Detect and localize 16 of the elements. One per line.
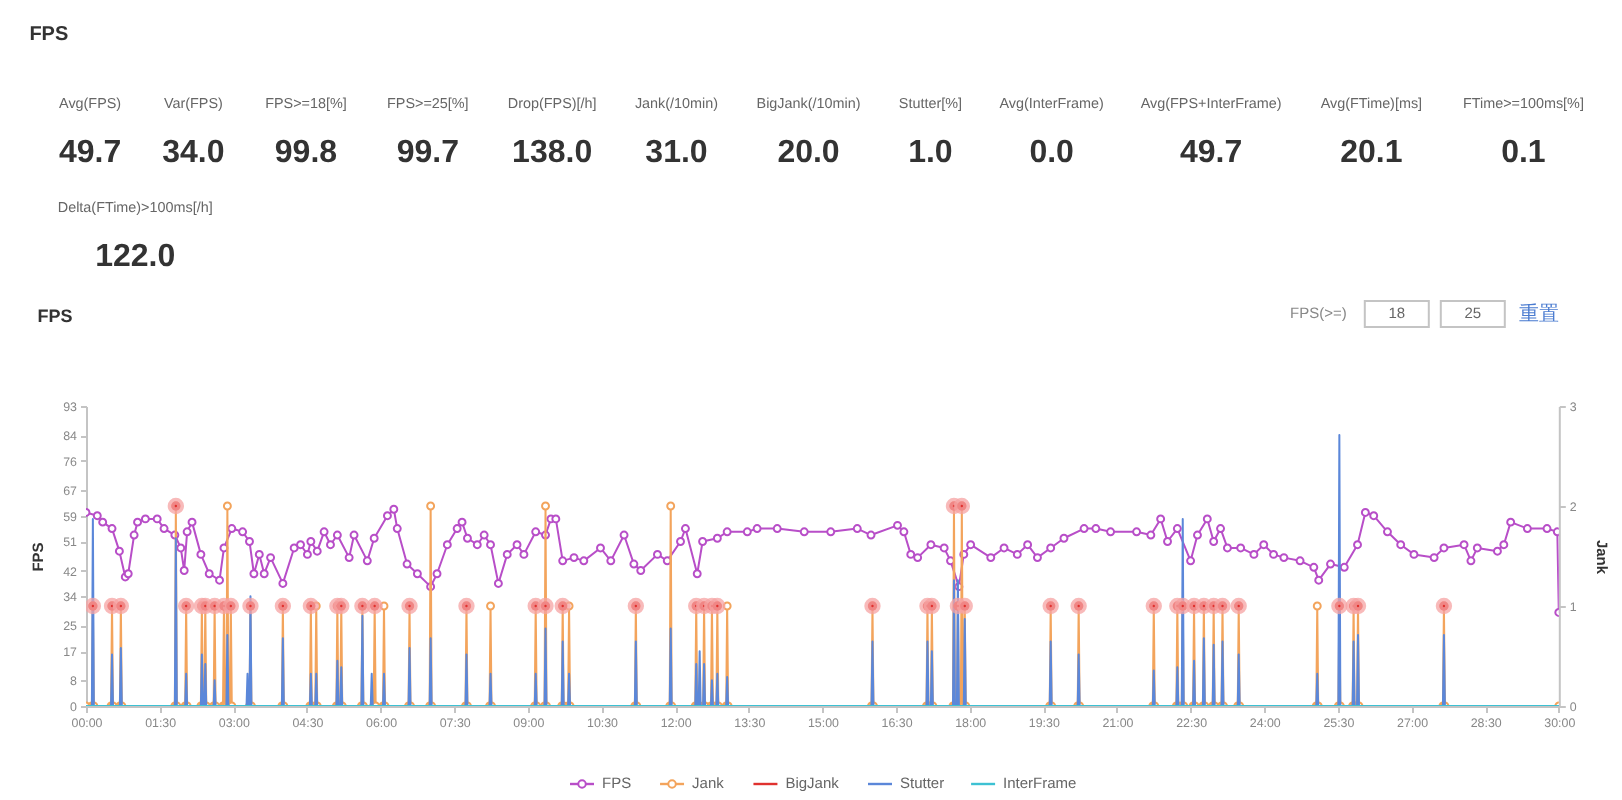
- text: 重置: [1518, 302, 1559, 326]
- text: 20.1: [1340, 136, 1403, 170]
- text: 99.7: [396, 136, 460, 170]
- chart-title: FPS: [37, 306, 73, 326]
- text: 0.1: [1501, 136, 1546, 170]
- text: FPS: [29, 24, 69, 46]
- text: 31.0: [645, 136, 708, 170]
- text: 49.7: [1180, 136, 1243, 170]
- text: 49.7: [58, 136, 122, 170]
- text: 34.0: [162, 136, 225, 170]
- text: 1.0: [908, 136, 953, 170]
- text: 99.8: [274, 136, 338, 170]
- text: 122.0: [95, 240, 176, 274]
- text: 0.0: [1029, 136, 1075, 170]
- text: 20.0: [777, 136, 840, 170]
- text: 138.0: [512, 136, 593, 170]
